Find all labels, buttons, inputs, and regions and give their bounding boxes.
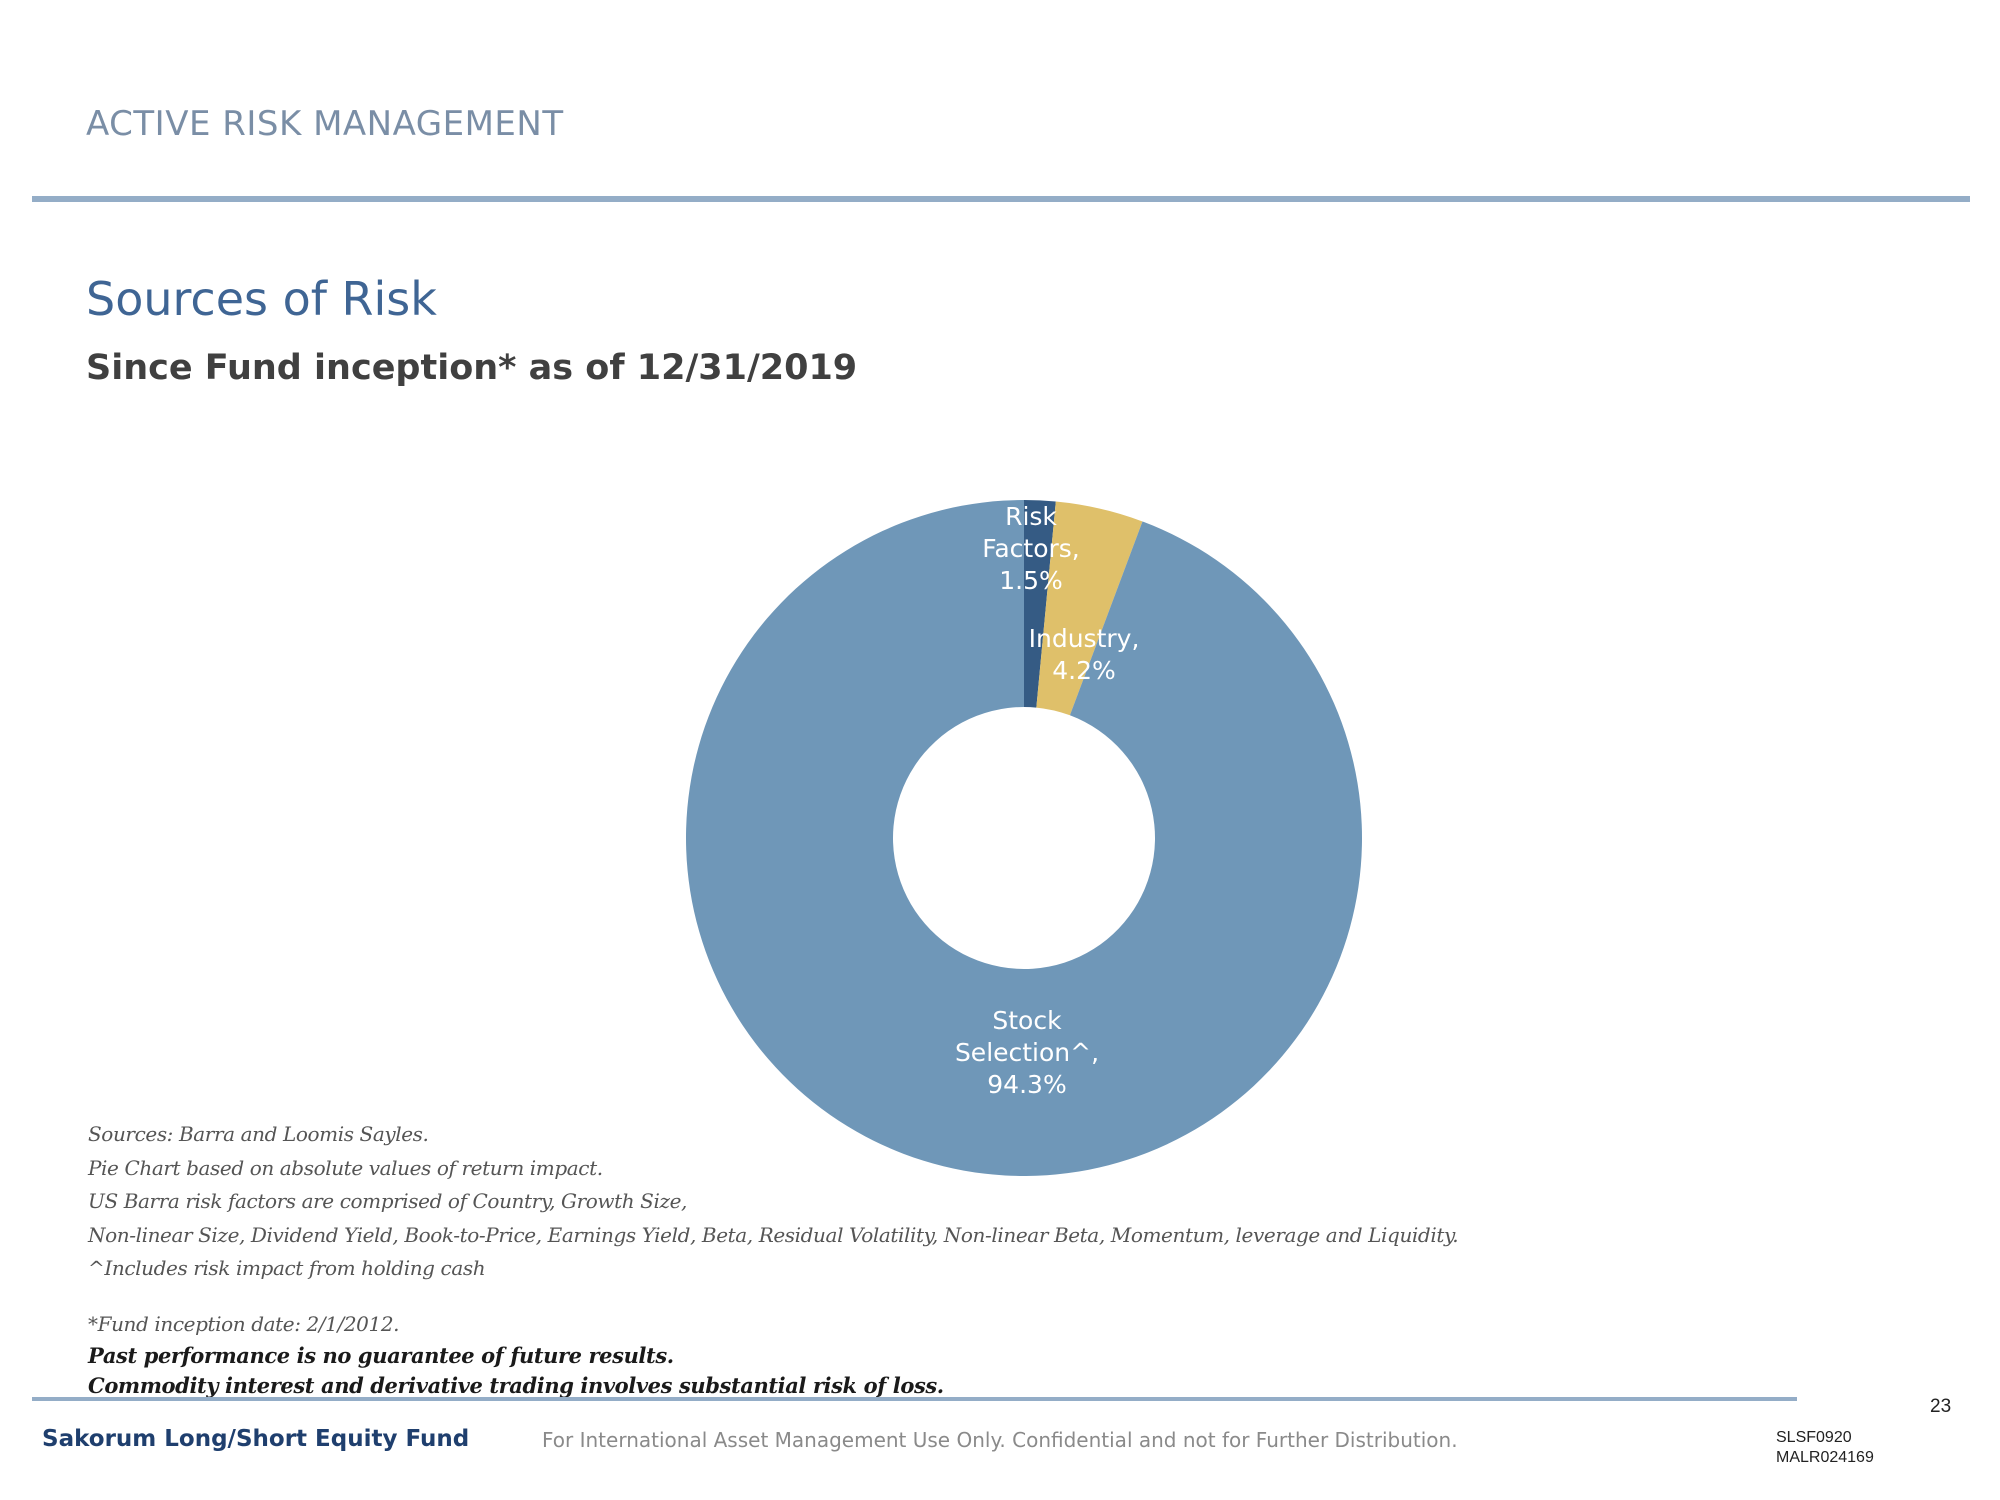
page-number: 23 <box>1930 1396 1952 1417</box>
performance-disclaimer: Past performance is no guarantee of futu… <box>88 1343 674 1368</box>
page-subtitle: Since Fund inception* as of 12/31/2019 <box>86 348 858 388</box>
note-line: US Barra risk factors are comprised of C… <box>88 1189 687 1213</box>
document-codes: SLSF0920 MALR024169 <box>1776 1428 1874 1468</box>
footer-divider <box>32 1397 1797 1401</box>
document-code: MALR024169 <box>1776 1449 1874 1466</box>
risk-disclaimer: Commodity interest and derivative tradin… <box>88 1373 944 1398</box>
chart-notes: Sources: Barra and Loomis Sayles. Pie Ch… <box>88 1118 1588 1401</box>
section-header: ACTIVE RISK MANAGEMENT <box>86 104 564 144</box>
note-line: Non-linear Size, Dividend Yield, Book-to… <box>88 1222 1459 1247</box>
donut-slice-risk-factors <box>1024 500 1056 708</box>
slice-label-risk-factors: Risk Factors, 1.5% <box>982 502 1080 595</box>
donut-slice-industry <box>1036 501 1143 716</box>
slice-label-stock-selection: Stock Selection^, 94.3% <box>955 1006 1099 1099</box>
note-line: ^Includes risk impact from holding cash <box>88 1256 486 1280</box>
page-title: Sources of Risk <box>86 272 437 326</box>
document-code: SLSF0920 <box>1776 1429 1852 1446</box>
inception-note: *Fund inception date: 2/1/2012. <box>88 1311 400 1336</box>
footer-disclaimer: For International Asset Management Use O… <box>542 1428 1458 1452</box>
slice-label-industry: Industry, 4.2% <box>1029 624 1140 685</box>
note-line: Sources: Barra and Loomis Sayles. <box>88 1122 429 1146</box>
note-line: Pie Chart based on absolute values of re… <box>88 1155 603 1180</box>
note-spacer <box>88 1286 1588 1308</box>
donut-slice-stock-selection <box>686 500 1362 1176</box>
header-divider <box>32 196 1970 202</box>
footer-fund-name: Sakorum Long/Short Equity Fund <box>42 1426 470 1452</box>
